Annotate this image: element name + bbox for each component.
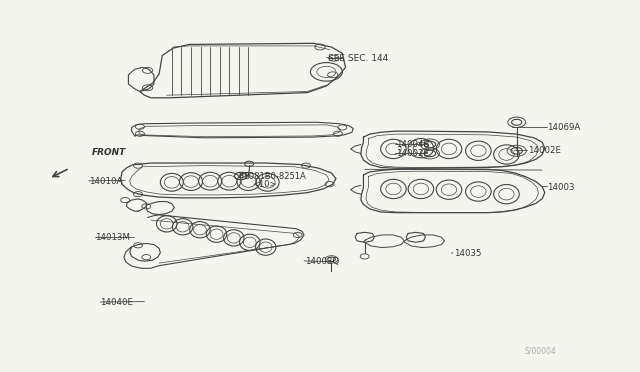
Text: 14069A: 14069A: [547, 123, 580, 132]
Text: FRONT: FRONT: [92, 148, 126, 157]
Text: <10>: <10>: [252, 180, 277, 189]
Text: 14040E: 14040E: [100, 298, 133, 307]
Text: SEE SEC. 144: SEE SEC. 144: [328, 54, 388, 62]
Text: 14002E: 14002E: [528, 146, 561, 155]
Text: B: B: [238, 173, 243, 179]
Text: 14003: 14003: [547, 183, 575, 192]
Text: 14002E: 14002E: [396, 149, 429, 158]
Text: 14035: 14035: [454, 249, 482, 258]
Text: 14003Q: 14003Q: [305, 257, 339, 266]
Text: 14013M: 14013M: [95, 233, 130, 243]
Text: B081B0-8251A: B081B0-8251A: [243, 172, 306, 181]
Text: 14010A: 14010A: [89, 177, 122, 186]
Text: 14004B: 14004B: [396, 140, 429, 149]
Text: S/00004: S/00004: [525, 347, 556, 356]
